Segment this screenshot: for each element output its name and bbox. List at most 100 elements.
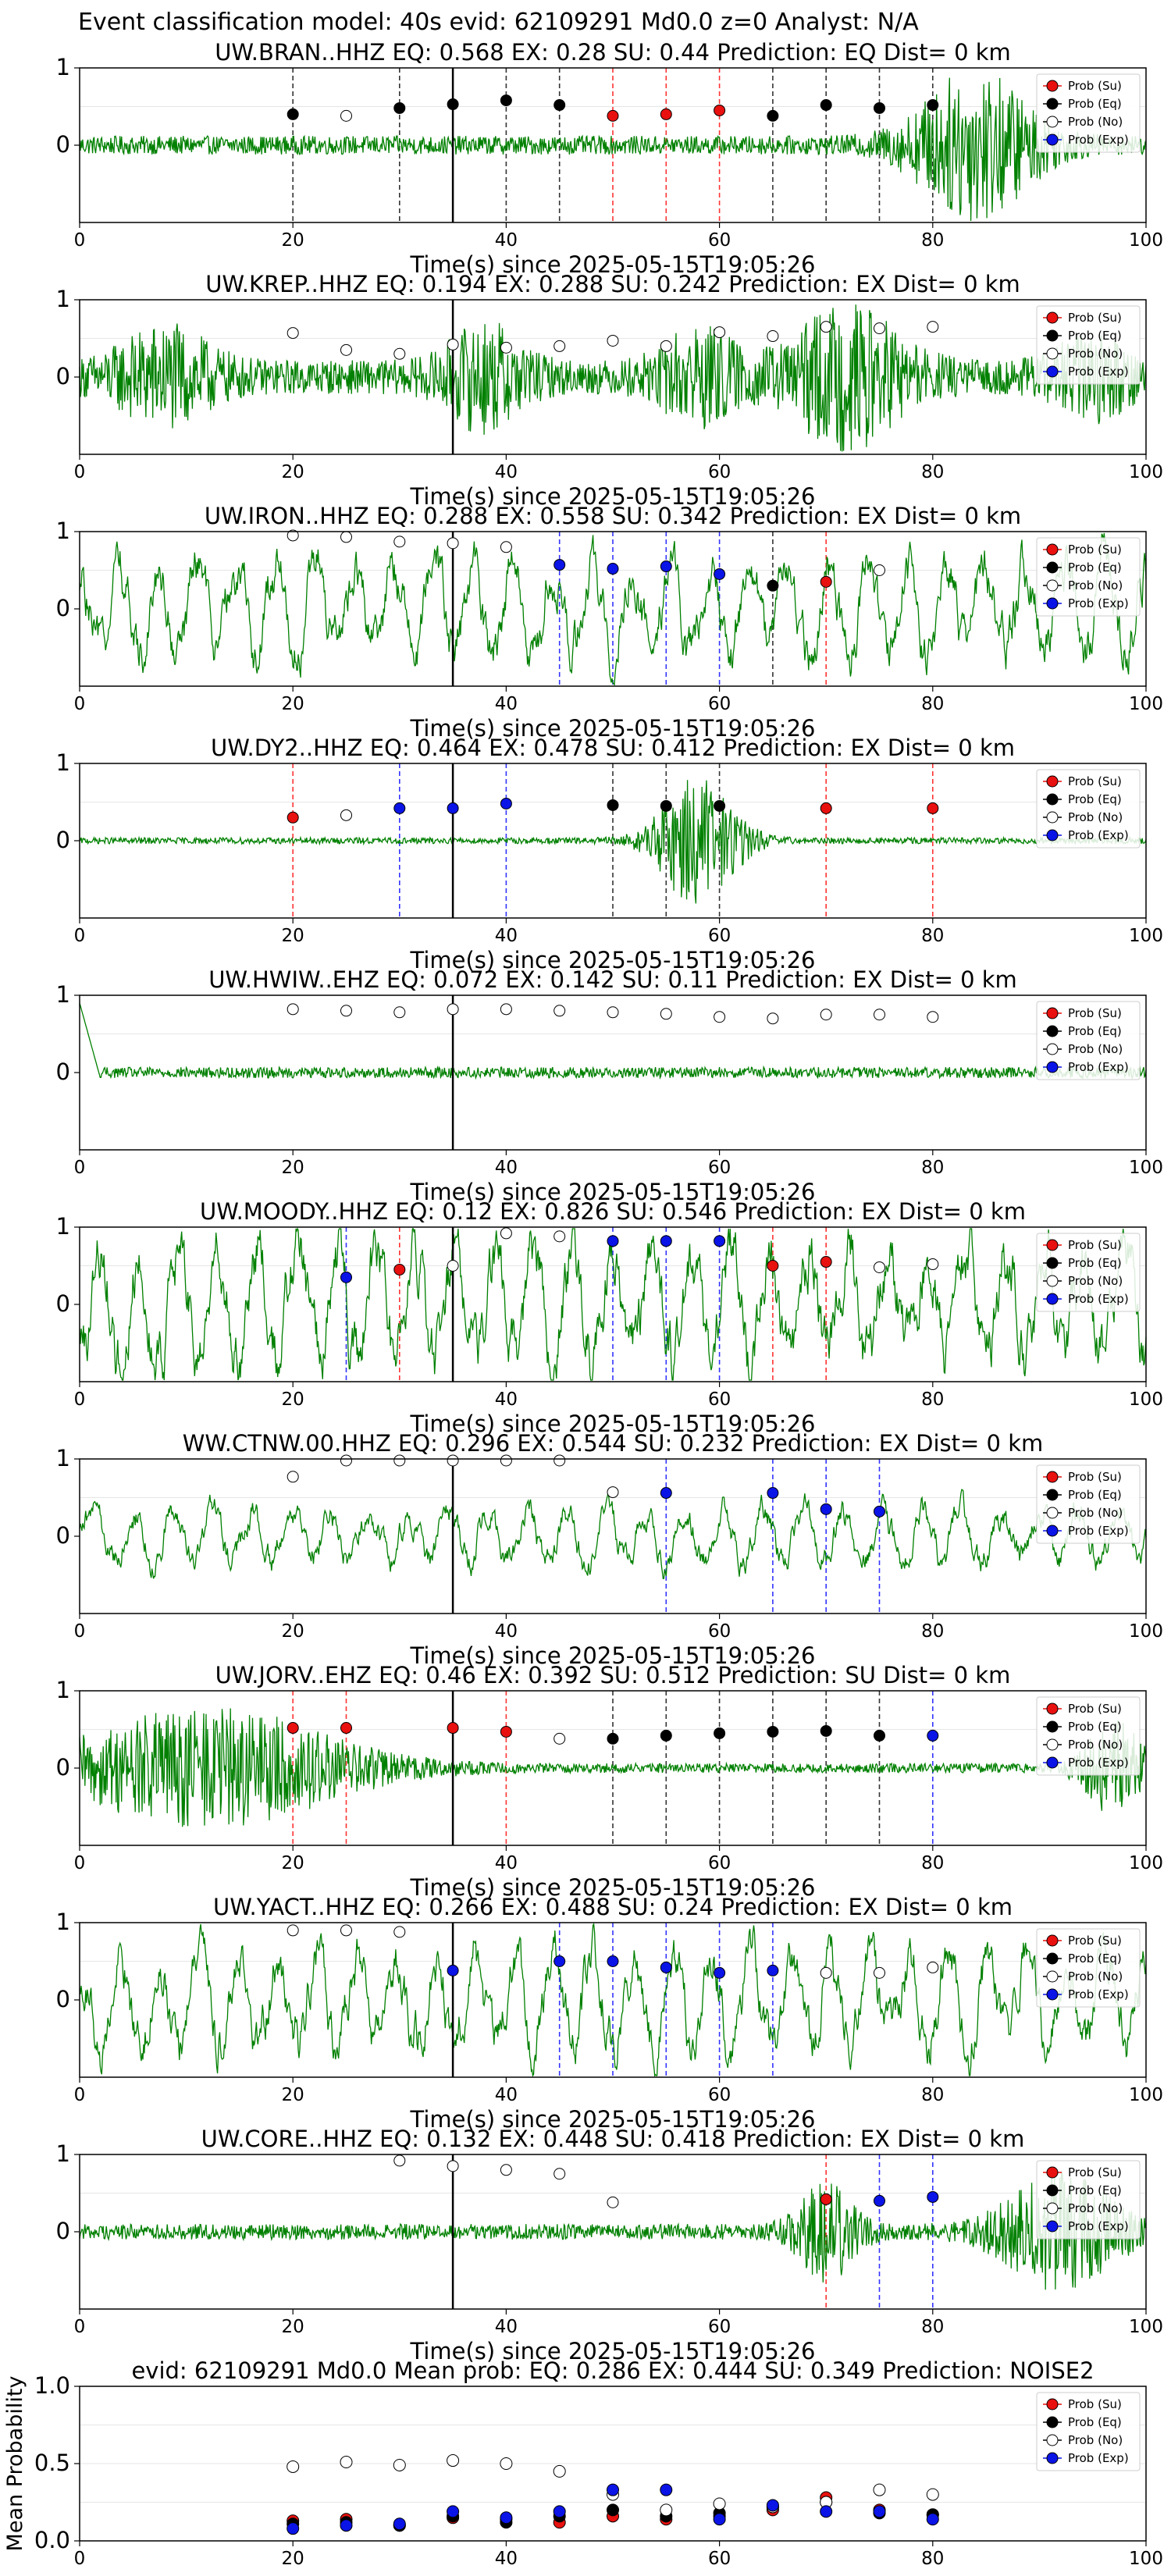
- prob-marker: [500, 1454, 512, 1467]
- prob-marker: [820, 1503, 832, 1515]
- x-axis-label: Time(s) since 2025-05-15T19:05:26: [410, 1642, 816, 1669]
- legend-marker: [1046, 1738, 1059, 1751]
- x-tick-label: 100: [1129, 2549, 1163, 2569]
- prob-marker: [553, 99, 566, 112]
- legend-marker: [1046, 1471, 1059, 1483]
- legend-marker: [1046, 579, 1059, 592]
- x-tick-label: 60: [708, 462, 731, 482]
- prob-marker: [553, 1005, 566, 1017]
- legend-marker: [1046, 2434, 1059, 2446]
- y-tick-label: 0: [56, 595, 70, 621]
- panel-1: UW.KREP..HHZ EQ: 0.194 EX: 0.288 SU: 0.2…: [56, 271, 1163, 510]
- prob-marker: [607, 563, 619, 575]
- mean-prob-marker: [820, 2505, 833, 2518]
- mean-prob-marker: [713, 2497, 726, 2510]
- prob-marker: [714, 568, 726, 580]
- prob-marker: [767, 1012, 779, 1025]
- mean-prob-marker: [447, 2454, 460, 2467]
- x-tick-label: 40: [495, 462, 518, 482]
- mean-prob-marker: [766, 2499, 779, 2512]
- mean-prob-marker: [713, 2513, 726, 2526]
- prob-marker: [927, 802, 939, 814]
- legend-marker: [1046, 2184, 1059, 2197]
- legend-marker: [1046, 2452, 1059, 2464]
- x-tick-label: 100: [1129, 2317, 1163, 2337]
- prob-marker: [660, 560, 672, 573]
- prob-marker: [340, 1924, 352, 1937]
- prob-marker: [500, 541, 512, 553]
- legend-label: Prob (No): [1068, 1274, 1123, 1288]
- prob-marker: [447, 1964, 459, 1976]
- y-tick-label: 1: [56, 1909, 70, 1935]
- prob-marker: [500, 2164, 512, 2176]
- prob-marker: [553, 2168, 566, 2180]
- prob-marker: [767, 1260, 779, 1272]
- x-tick-label: 80: [921, 2085, 944, 2105]
- legend-marker: [1046, 1507, 1059, 1519]
- legend-label: Prob (Su): [1068, 2397, 1122, 2411]
- prob-marker: [287, 529, 299, 542]
- legend-box: [1036, 1696, 1141, 1776]
- legend-label: Prob (Exp): [1068, 133, 1129, 147]
- x-tick-label: 80: [921, 926, 944, 946]
- prob-marker: [447, 802, 459, 814]
- x-axis-label: Time(s) since 2025-05-15T19:05:26: [410, 483, 816, 510]
- legend-marker: [1046, 1970, 1059, 1983]
- legend-label: Prob (Su): [1068, 2165, 1122, 2179]
- mean-prob-marker: [660, 2483, 673, 2496]
- x-tick-label: 20: [282, 694, 304, 714]
- prob-marker: [874, 2194, 885, 2207]
- panel-title: UW.HWIW..EHZ EQ: 0.072 EX: 0.142 SU: 0.1…: [208, 966, 1017, 993]
- prob-marker: [340, 343, 352, 356]
- mean-prob-marker: [500, 2511, 513, 2524]
- prob-marker: [714, 1011, 726, 1023]
- mean-prob-marker: [287, 2522, 300, 2535]
- legend-marker: [1046, 1720, 1059, 1733]
- prob-marker: [660, 799, 672, 812]
- axes-frame: [79, 1922, 1147, 2078]
- x-tick-label: 80: [921, 230, 944, 251]
- legend-marker: [1046, 1988, 1059, 2001]
- x-tick-label: 60: [708, 694, 731, 714]
- legend-label: Prob (Su): [1068, 1238, 1122, 1252]
- y-tick-label: 0: [56, 827, 70, 853]
- prob-marker: [287, 1471, 299, 1483]
- prob-marker: [820, 2193, 832, 2205]
- prob-marker: [447, 537, 459, 550]
- prob-marker: [393, 2154, 406, 2167]
- prob-marker: [553, 1230, 566, 1243]
- prob-marker: [660, 1961, 672, 1973]
- legend-marker: [1046, 1025, 1059, 1037]
- axes-frame: [79, 531, 1147, 687]
- y-tick-label: 1: [56, 1213, 70, 1240]
- prob-marker: [607, 334, 619, 347]
- legend-label: Prob (No): [1068, 1042, 1123, 1056]
- prob-marker: [340, 1454, 352, 1467]
- x-tick-label: 80: [921, 462, 944, 482]
- y-tick-label: 0: [56, 1754, 70, 1781]
- legend-marker: [1046, 329, 1059, 342]
- prob-marker: [393, 1006, 406, 1019]
- x-tick-label: 100: [1129, 230, 1163, 251]
- legend-marker: [1046, 365, 1059, 378]
- y-tick-label: 1: [56, 981, 70, 1008]
- legend-marker: [1046, 1239, 1059, 1251]
- mean-prob-marker: [607, 2503, 619, 2517]
- x-tick-label: 0: [74, 1389, 86, 1410]
- prob-marker: [660, 1008, 672, 1020]
- mean-prob-marker: [553, 2505, 566, 2518]
- panel-7: UW.JORV..EHZ EQ: 0.46 EX: 0.392 SU: 0.51…: [56, 1662, 1163, 1901]
- panel-0: UW.BRAN..HHZ EQ: 0.568 EX: 0.28 SU: 0.44…: [56, 39, 1163, 278]
- prob-marker: [607, 109, 619, 122]
- prob-marker: [607, 1732, 619, 1745]
- x-tick-label: 80: [921, 1853, 944, 1873]
- x-tick-label: 0: [74, 1621, 86, 1642]
- prob-marker: [340, 109, 352, 122]
- legend-label: Prob (No): [1068, 347, 1123, 361]
- prob-marker: [714, 1966, 726, 1979]
- prob-marker: [393, 535, 406, 548]
- x-axis-label: Time(s) since 2025-05-15T19:05:26: [410, 715, 816, 742]
- legend-label: Prob (No): [1068, 578, 1123, 592]
- y-tick-label: 0: [56, 1059, 70, 1085]
- prob-marker: [340, 531, 352, 543]
